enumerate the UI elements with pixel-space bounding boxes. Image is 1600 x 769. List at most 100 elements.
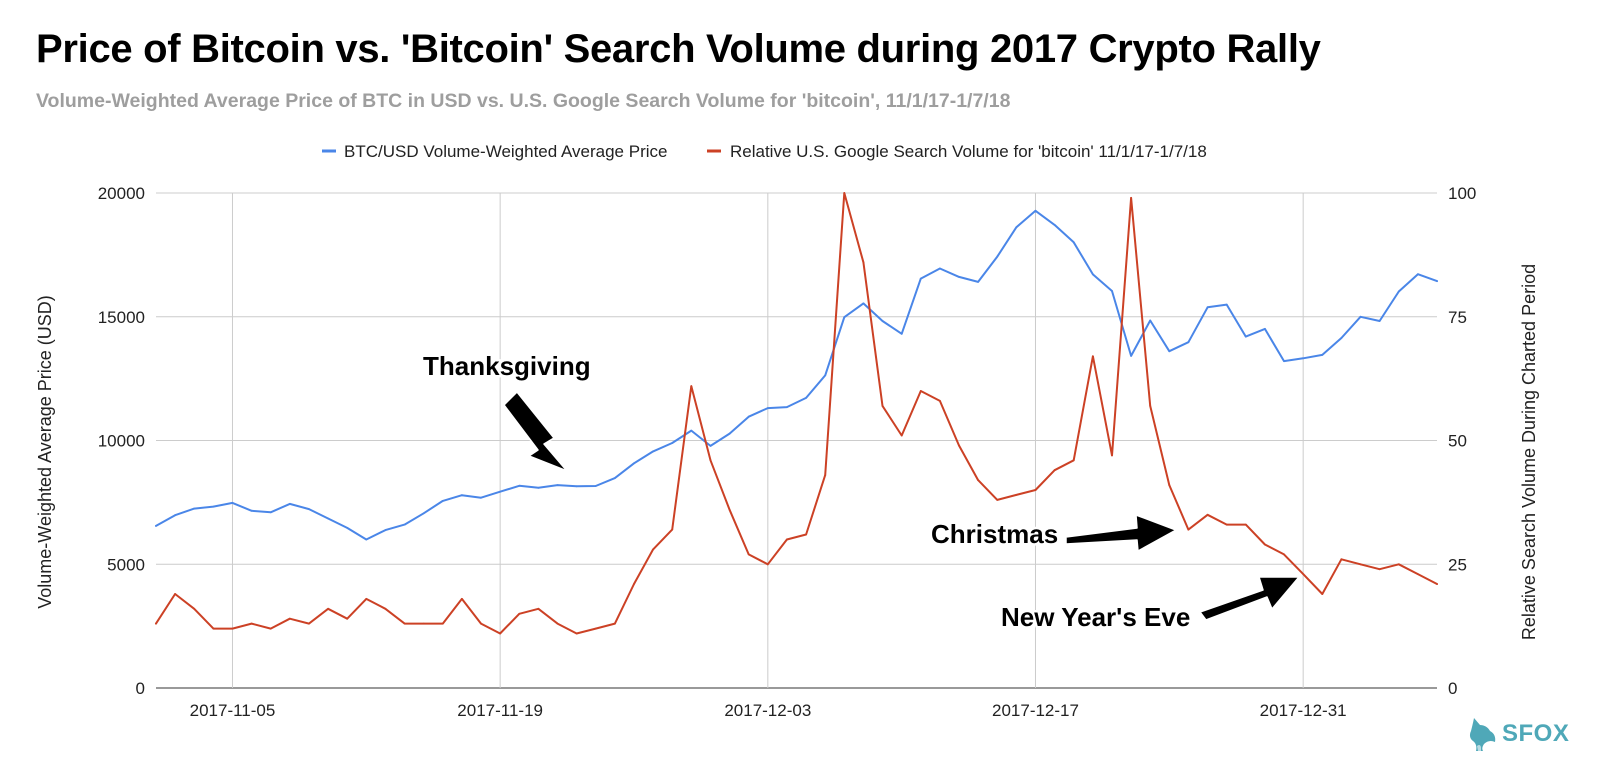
price-point bbox=[652, 450, 654, 453]
price-point bbox=[747, 415, 750, 418]
price-point bbox=[766, 407, 769, 409]
sfox-logo-text: SFOX bbox=[1502, 720, 1570, 747]
price-point bbox=[1436, 280, 1438, 282]
search-point bbox=[308, 622, 310, 625]
search-point bbox=[346, 617, 349, 620]
search-point bbox=[843, 192, 846, 194]
left-tick-label: 10000 bbox=[98, 432, 145, 451]
search-point bbox=[1168, 484, 1171, 486]
search-point bbox=[1130, 197, 1132, 199]
price-point bbox=[1092, 273, 1094, 276]
x-tick-label: 2017-12-03 bbox=[724, 701, 811, 720]
price-point bbox=[1111, 290, 1113, 292]
search-point bbox=[1111, 454, 1113, 457]
sfox-logo: SFOX bbox=[1468, 716, 1569, 752]
price-point bbox=[537, 486, 540, 489]
search-point bbox=[1378, 568, 1381, 571]
x-tick-label: 2017-12-31 bbox=[1260, 701, 1347, 720]
annotation-thanksgiving: Thanksgiving bbox=[423, 351, 591, 381]
search-point bbox=[958, 444, 960, 447]
search-point bbox=[1264, 543, 1266, 546]
price-point bbox=[1206, 306, 1209, 309]
price-point bbox=[250, 509, 253, 512]
price-point bbox=[1302, 357, 1305, 360]
price-point bbox=[288, 503, 291, 505]
search-point bbox=[805, 533, 807, 536]
price-point bbox=[1264, 328, 1266, 330]
left-axis-ticks: 0 5000 10000 15000 20000 bbox=[98, 184, 145, 698]
search-point bbox=[174, 593, 177, 595]
christmas-arrow bbox=[1065, 514, 1177, 552]
price-point bbox=[1034, 209, 1037, 212]
search-point bbox=[614, 622, 616, 625]
legend-label-price: BTC/USD Volume-Weighted Average Price bbox=[344, 142, 667, 161]
price-point bbox=[881, 320, 884, 322]
price-point bbox=[1321, 354, 1324, 356]
price-point bbox=[308, 508, 310, 510]
left-tick-label: 15000 bbox=[98, 308, 145, 327]
left-tick-label: 5000 bbox=[107, 555, 145, 574]
price-point bbox=[786, 406, 788, 408]
search-point bbox=[1244, 523, 1247, 526]
x-tick-label: 2017-12-17 bbox=[992, 701, 1079, 720]
search-point bbox=[824, 474, 827, 476]
annotation-new-years-eve: New Year's Eve bbox=[1001, 602, 1190, 632]
price-point bbox=[690, 429, 693, 432]
search-point bbox=[996, 499, 999, 501]
search-point bbox=[499, 632, 501, 635]
search-point bbox=[441, 622, 444, 625]
price-point bbox=[1149, 319, 1152, 322]
x-axis-ticks: 2017-11-05 2017-11-19 2017-12-03 2017-12-17… bbox=[190, 701, 1347, 720]
search-point bbox=[155, 622, 157, 625]
search-point bbox=[1225, 523, 1228, 526]
search-point bbox=[900, 434, 903, 437]
search-point bbox=[288, 617, 291, 620]
price-point bbox=[441, 500, 444, 502]
search-point bbox=[1053, 469, 1056, 472]
left-tick-label: 0 bbox=[136, 679, 145, 698]
price-point bbox=[556, 484, 559, 486]
price-point bbox=[594, 485, 597, 487]
price-point bbox=[1244, 335, 1247, 338]
price-point bbox=[977, 281, 979, 283]
search-point bbox=[518, 612, 521, 615]
search-point bbox=[327, 607, 329, 610]
search-point bbox=[556, 622, 559, 625]
search-point bbox=[1283, 553, 1285, 556]
price-point bbox=[365, 538, 368, 541]
search-point bbox=[939, 400, 941, 402]
search-point bbox=[1092, 355, 1094, 358]
annotations: Thanksgiving Christmas New Year's Eve bbox=[421, 349, 1300, 635]
price-point bbox=[269, 511, 272, 514]
search-point bbox=[231, 627, 234, 630]
price-point bbox=[384, 529, 387, 531]
price-point bbox=[671, 442, 674, 444]
price-point bbox=[193, 507, 196, 510]
chart-subtitle: Volume-Weighted Average Price of BTC in … bbox=[36, 90, 1011, 112]
price-point bbox=[1225, 303, 1228, 306]
search-point bbox=[269, 627, 272, 630]
search-point bbox=[862, 261, 865, 264]
search-point bbox=[461, 598, 463, 600]
search-point bbox=[881, 405, 884, 407]
search-point bbox=[193, 607, 196, 610]
search-point bbox=[728, 508, 731, 511]
right-tick-label: 75 bbox=[1448, 308, 1467, 327]
search-point bbox=[1034, 489, 1037, 491]
price-point bbox=[862, 302, 865, 305]
price-point bbox=[155, 525, 157, 527]
price-point bbox=[1187, 341, 1190, 344]
price-point bbox=[1168, 350, 1171, 353]
search-point bbox=[365, 598, 368, 600]
price-point bbox=[422, 512, 425, 515]
price-point bbox=[614, 477, 616, 479]
fox-icon bbox=[1469, 718, 1496, 751]
search-point bbox=[633, 583, 635, 585]
price-point bbox=[1378, 320, 1381, 322]
price-point bbox=[1397, 290, 1400, 293]
price-point bbox=[805, 397, 807, 399]
search-point bbox=[709, 459, 712, 462]
new-years-eve-arrow bbox=[1199, 576, 1300, 621]
search-point bbox=[403, 622, 406, 625]
